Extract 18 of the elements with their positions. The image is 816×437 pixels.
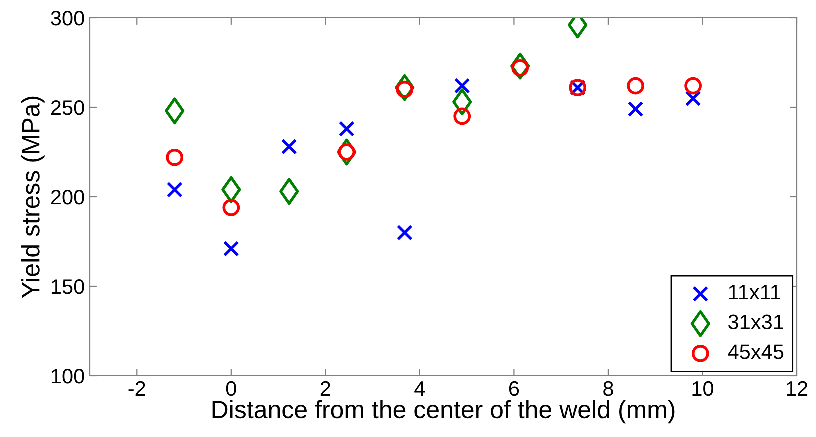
x-tick-label: 4: [414, 382, 426, 396]
x-tick-label: -2: [128, 381, 146, 396]
legend-label: 31x31: [728, 314, 784, 330]
x-tick-label: 0: [226, 381, 236, 396]
y-tick-label: 250: [51, 100, 84, 116]
x-tick-label: 10: [692, 381, 714, 396]
y-axis-title: Yield stress (MPa): [22, 96, 45, 298]
x-tick-label: 12: [787, 381, 808, 396]
legend-label: 45x45: [728, 344, 784, 360]
x-tick-label: 2: [320, 381, 330, 396]
legend-label: 11x11: [729, 285, 780, 300]
y-tick-label: 200: [51, 190, 84, 205]
x-tick-label: 8: [604, 381, 614, 396]
x-axis-title: Distance from the center of the weld (mm): [212, 400, 675, 424]
y-tick-label: 300: [51, 11, 84, 26]
y-tick-label: 150: [52, 280, 84, 294]
x-tick-label: 6: [509, 381, 520, 396]
y-tick-label: 100: [52, 369, 84, 384]
